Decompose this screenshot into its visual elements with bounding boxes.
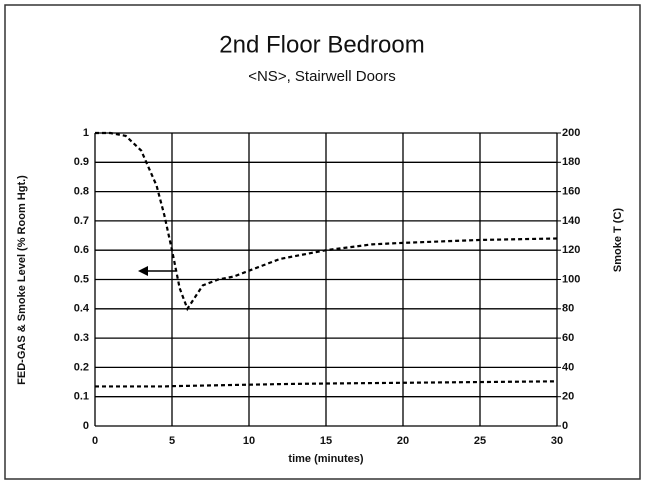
y-tick-label: 0.5 xyxy=(74,273,89,285)
y2-tick-label: 160 xyxy=(562,186,580,198)
arrow xyxy=(138,266,175,276)
x-tick-label: 10 xyxy=(243,435,255,447)
data-line xyxy=(95,131,558,312)
y-tick-label: 0.9 xyxy=(74,156,89,168)
chart-title: 2nd Floor Bedroom xyxy=(219,31,424,58)
y-tick-label: 0.3 xyxy=(74,332,89,344)
x-tick-label: 5 xyxy=(169,435,175,447)
y-tick-label: 1 xyxy=(83,127,89,139)
y2-tick-label: 60 xyxy=(562,332,574,344)
y2-tick-label: 100 xyxy=(562,273,580,285)
y-tick-label: 0.2 xyxy=(74,361,89,373)
chart-subtitle: <NS>, Stairwell Doors xyxy=(248,68,396,85)
data-line xyxy=(95,380,558,388)
y2-tick-label: 20 xyxy=(562,391,574,403)
frame xyxy=(4,4,641,480)
y2-tick-label: 80 xyxy=(562,303,574,315)
y-tick-label: 0.7 xyxy=(74,215,89,227)
y-axis-label: FED-GAS & Smoke Level (% Room Hgt.) xyxy=(16,175,28,385)
x-axis-label: time (minutes) xyxy=(288,453,364,465)
x-tick-label: 20 xyxy=(397,435,409,447)
x-tick-label: 0 xyxy=(92,435,98,447)
y2-tick-label: 140 xyxy=(562,215,580,227)
y2-tick-label: 180 xyxy=(562,156,580,168)
y2-axis-label: Smoke T (C) xyxy=(612,208,624,273)
y-tick-label: 0.1 xyxy=(74,391,89,403)
x-tick-label: 25 xyxy=(474,435,486,447)
y-tick-label: 0.8 xyxy=(74,186,89,198)
y-tick-label: 0 xyxy=(83,420,89,432)
x-tick-label: 15 xyxy=(320,435,332,447)
y2-tick-label: 200 xyxy=(562,127,580,139)
y2-tick-label: 120 xyxy=(562,244,580,256)
x-tick-label: 30 xyxy=(551,435,563,447)
y-tick-label: 0.4 xyxy=(74,303,90,315)
y2-tick-label: 40 xyxy=(562,361,574,373)
y-tick-label: 0.6 xyxy=(74,244,89,256)
y2-tick-label: 0 xyxy=(562,420,568,432)
